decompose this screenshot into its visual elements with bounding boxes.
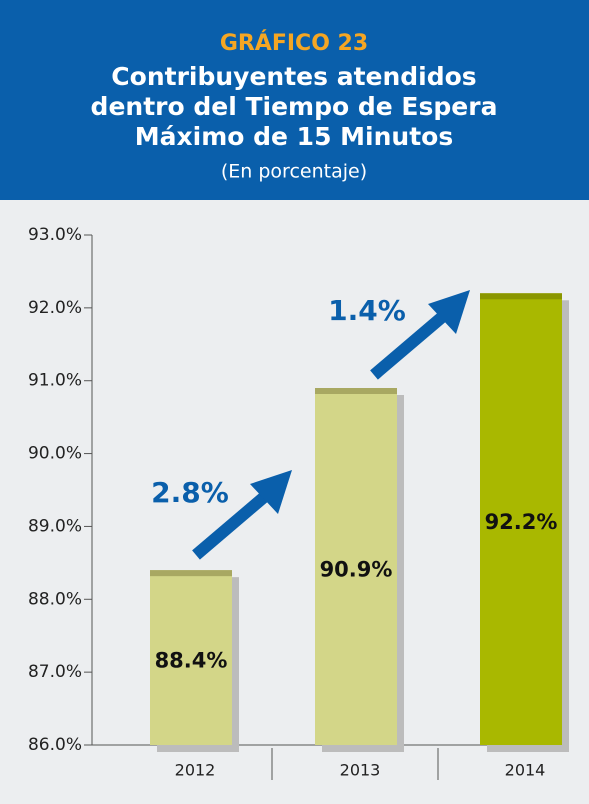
value-label: 88.4% <box>155 649 228 673</box>
x-tick-label: 2014 <box>505 761 546 780</box>
arrows <box>192 290 470 560</box>
bar <box>150 570 232 745</box>
arrow <box>192 487 274 560</box>
arrow <box>370 307 452 380</box>
y-tick-label: 89.0% <box>28 516 82 536</box>
x-tick-label: 2012 <box>175 761 216 780</box>
y-tick-label: 90.0% <box>28 444 82 464</box>
chart-label: GRÁFICO 23 <box>220 30 368 56</box>
annotation: 1.4% <box>328 294 406 327</box>
bar-top <box>480 293 562 300</box>
chart-subtitle: (En porcentaje) <box>221 161 367 183</box>
chart-title: dentro del Tiempo de Espera <box>91 92 498 121</box>
arrow-head <box>428 290 470 334</box>
y-tick-label: 88.0% <box>28 589 82 609</box>
header-band <box>0 0 589 200</box>
annotation: 2.8% <box>151 476 229 509</box>
bar <box>480 293 562 745</box>
value-label: 92.2% <box>485 510 558 534</box>
y-tick-label: 87.0% <box>28 662 82 682</box>
bar <box>315 388 397 745</box>
bar-top <box>150 570 232 577</box>
y-tick-label: 93.0% <box>28 225 82 245</box>
y-tick-label: 91.0% <box>28 371 82 391</box>
chart-title: Contribuyentes atendidos <box>111 62 476 91</box>
y-tick-label: 86.0% <box>28 735 82 755</box>
value-label: 90.9% <box>320 558 393 582</box>
bar-top <box>315 388 397 394</box>
chart-title: Máximo de 15 Minutos <box>135 122 453 151</box>
x-tick-label: 2013 <box>340 761 381 780</box>
arrow-head <box>250 470 292 514</box>
y-tick-label: 92.0% <box>28 298 82 318</box>
